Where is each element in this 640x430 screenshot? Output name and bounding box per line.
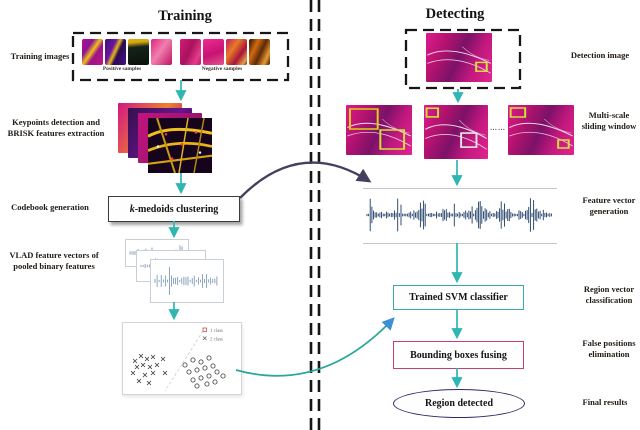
training-section-title: Training [158,8,212,24]
detection-image [426,33,492,82]
kmedoids-clustering-node: k -medoids clustering [108,196,240,222]
bounding-boxes-fusing-node: Bounding boxes fusing [393,341,524,369]
kmedoids-rest: -medoids clustering [134,203,219,215]
vlad-vector-panel [150,259,224,303]
training-sample-thumb [180,39,201,65]
feature-vector-generation-label: Feature vector generation [582,195,636,217]
keypoints-extraction-label: Keypoints detection and BRISK features e… [7,117,105,139]
region-vector-classification-label: Region vector classification [583,284,635,306]
region-detected-node: Region detected [393,389,525,418]
vlad-features-label: VLAD feature vectors of pooled binary fe… [9,250,99,272]
final-results-label: Final results [582,397,628,407]
thermal-annotations [346,108,412,150]
detection-image-label: Detection image [570,50,630,60]
arrow-codebook-to-feature-curve [239,161,372,199]
kmedoids-k: k [129,203,135,215]
multiscale-window-image-1 [346,105,412,155]
training-sample-thumb [249,39,270,65]
ellipsis-dots: …… [490,124,506,132]
feature-vector-panel [363,188,557,244]
feature-vector-waveform [363,189,557,241]
detecting-section-title: Detecting [425,6,485,22]
positive-samples-group [82,39,172,65]
arrow-scatter-to-svm-curve [235,317,395,377]
training-sample-thumb [82,39,103,65]
training-sample-thumb [105,39,126,65]
thermal-annotations [508,107,574,149]
multiscale-sliding-window-label: Multi-scale sliding window [581,110,637,132]
thermal-annotations [426,46,492,74]
trained-svm-classifier-node: Trained SVM classifier [393,285,524,310]
positive-samples-label: Positive samples [102,66,142,72]
false-positions-elimination-label: False positions elimination [582,338,636,360]
codebook-generation-label: Codebook generation [11,202,89,212]
multiscale-window-image-2 [424,105,488,159]
cable-web-illustration [148,118,212,173]
training-sample-thumb [128,39,149,65]
negative-samples-label: Negative samples [201,66,243,72]
scatter-points: 1 class 2 class [130,327,226,392]
svm-scatter-plot: 1 class 2 class [122,322,242,395]
keypoints-image-front [148,118,212,173]
training-sample-thumb [226,39,247,65]
keypoints-image-stack [118,103,212,173]
svg-text:1 class: 1 class [210,329,223,334]
training-sample-thumb [151,39,172,65]
training-sample-thumb [203,39,224,65]
training-images-label: Training images [10,51,70,61]
thermal-annotations [424,107,488,150]
negative-samples-group [180,39,270,65]
multiscale-window-image-3 [508,105,574,155]
svg-text:2 class: 2 class [210,338,223,343]
